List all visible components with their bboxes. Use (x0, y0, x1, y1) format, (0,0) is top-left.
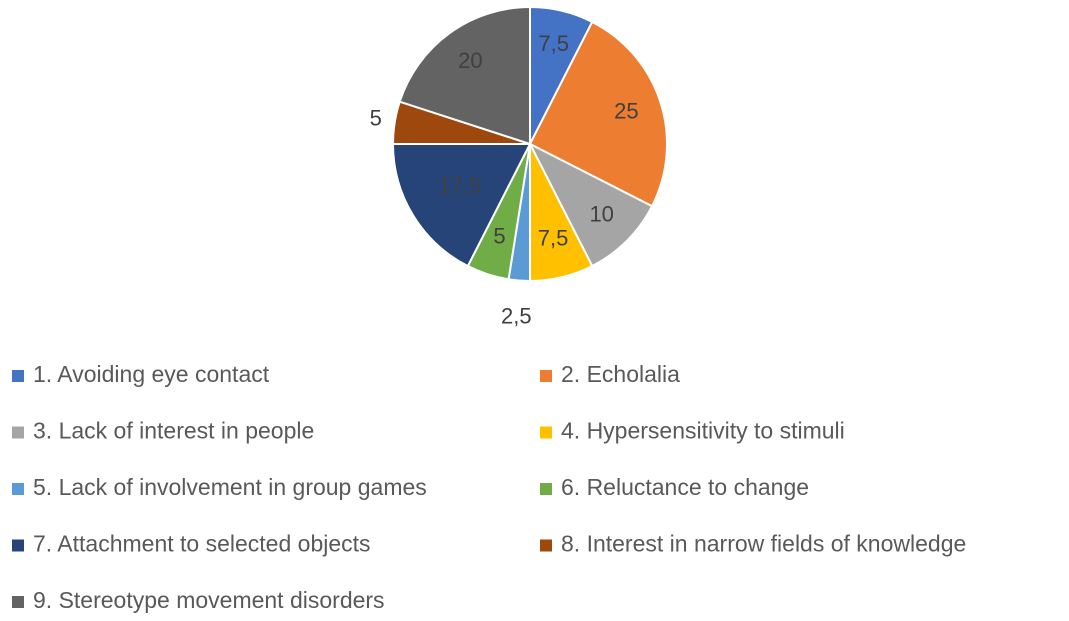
data-label: 25 (614, 98, 638, 123)
legend-swatch (540, 539, 552, 552)
legend-swatch (12, 596, 24, 608)
legend-label: 9. Stereotype movement disorders (33, 587, 385, 613)
pie-slice (398, 5, 531, 146)
legend-swatch (540, 426, 552, 439)
legend-label: 6. Reluctance to change (561, 474, 809, 500)
pie-slice (527, 141, 654, 268)
legend-label: 5. Lack of involvement in group games (33, 474, 427, 500)
data-label: 2,5 (501, 303, 532, 328)
data-label: 10 (589, 201, 613, 226)
data-label: 5 (493, 224, 505, 249)
data-label: 20 (458, 48, 482, 73)
data-label: 17,5 (438, 173, 481, 198)
legend-swatch (540, 483, 552, 495)
legend-swatch (12, 370, 24, 382)
data-label: 5 (370, 105, 382, 130)
legend-swatch (540, 370, 552, 382)
pie-slice (528, 20, 668, 208)
legend-swatch (12, 539, 24, 552)
legend-label: 1. Avoiding eye contact (33, 361, 270, 387)
legend-swatch (12, 483, 24, 495)
legend-label: 8. Interest in narrow fields of knowledg… (561, 531, 966, 557)
legend-label: 4. Hypersensitivity to stimuli (561, 418, 845, 444)
data-label: 7,5 (538, 226, 569, 251)
pie-slice (391, 143, 532, 268)
legend-label: 7. Attachment to selected objects (33, 531, 371, 557)
legend-label: 3. Lack of interest in people (33, 418, 314, 444)
legend-label: 2. Echolalia (561, 361, 680, 387)
legend-swatch (12, 426, 24, 439)
data-label: 7,5 (538, 31, 569, 56)
